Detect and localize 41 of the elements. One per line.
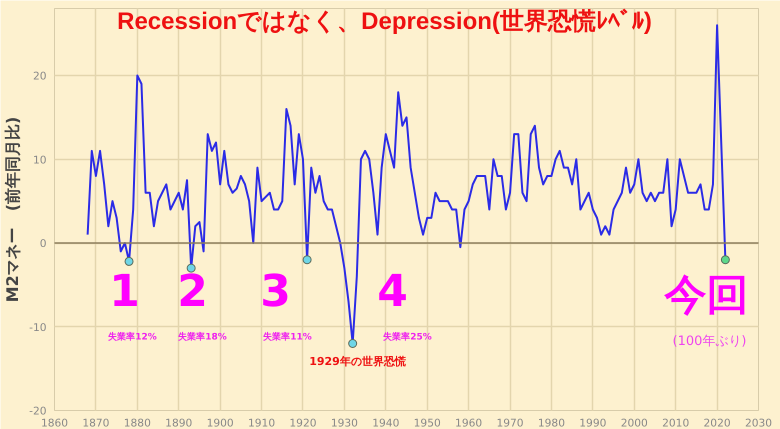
x-tick-label: 2000 bbox=[620, 416, 648, 429]
x-tick-label: 2010 bbox=[662, 416, 690, 429]
point bbox=[348, 339, 358, 348]
point bbox=[186, 264, 196, 273]
annotation: 2 bbox=[177, 266, 208, 317]
x-tick-label: 1910 bbox=[248, 416, 276, 429]
y-tick-label: 0 bbox=[40, 237, 47, 250]
x-tick-label: 2030 bbox=[744, 416, 772, 429]
x-tick-label: 1960 bbox=[455, 416, 482, 429]
annotation: (100年ぶり) bbox=[672, 334, 746, 349]
annotation: 3 bbox=[260, 266, 291, 317]
point bbox=[302, 255, 312, 264]
x-tick-label: 2020 bbox=[704, 416, 731, 429]
x-tick-label: 1930 bbox=[330, 416, 358, 429]
x-tick-label: 1970 bbox=[496, 416, 524, 429]
x-tick-label: 1940 bbox=[372, 416, 400, 429]
x-tick-label: 1950 bbox=[414, 416, 441, 429]
point bbox=[124, 256, 134, 266]
annotation: 失業率11% bbox=[263, 332, 312, 342]
annotation: 失業率25% bbox=[383, 332, 432, 342]
chart-title: Recessionではなく、Depression(世界恐慌ﾚﾍﾞﾙ) bbox=[117, 8, 652, 35]
x-tick-label: 1860 bbox=[40, 416, 68, 429]
annotation: 1 bbox=[109, 266, 140, 317]
x-tick-label: 1920 bbox=[289, 416, 317, 429]
x-tick-label: 1870 bbox=[82, 416, 110, 429]
y-tick-label: -20 bbox=[29, 404, 47, 418]
x-tick-label: 1880 bbox=[124, 416, 152, 429]
point bbox=[720, 255, 730, 264]
x-tick-label: 1990 bbox=[579, 416, 607, 429]
x-tick-label: 1890 bbox=[165, 416, 193, 429]
y-tick-label: 10 bbox=[32, 153, 47, 166]
annotation: 今回 bbox=[664, 270, 748, 319]
x-tick-label: 1980 bbox=[538, 416, 566, 429]
x-tick-label: 1900 bbox=[206, 416, 234, 429]
annotation: 失業率18% bbox=[178, 332, 227, 342]
y-tick-label: 20 bbox=[32, 70, 47, 82]
annotation: 4 bbox=[377, 266, 408, 317]
y-tick-label: -10 bbox=[29, 320, 47, 334]
annotation: 失業率12% bbox=[108, 332, 157, 342]
y-axis-title: M2マネー (前年同月比) bbox=[3, 116, 22, 302]
annotation: 1929年の世界恐慌 bbox=[309, 355, 406, 368]
